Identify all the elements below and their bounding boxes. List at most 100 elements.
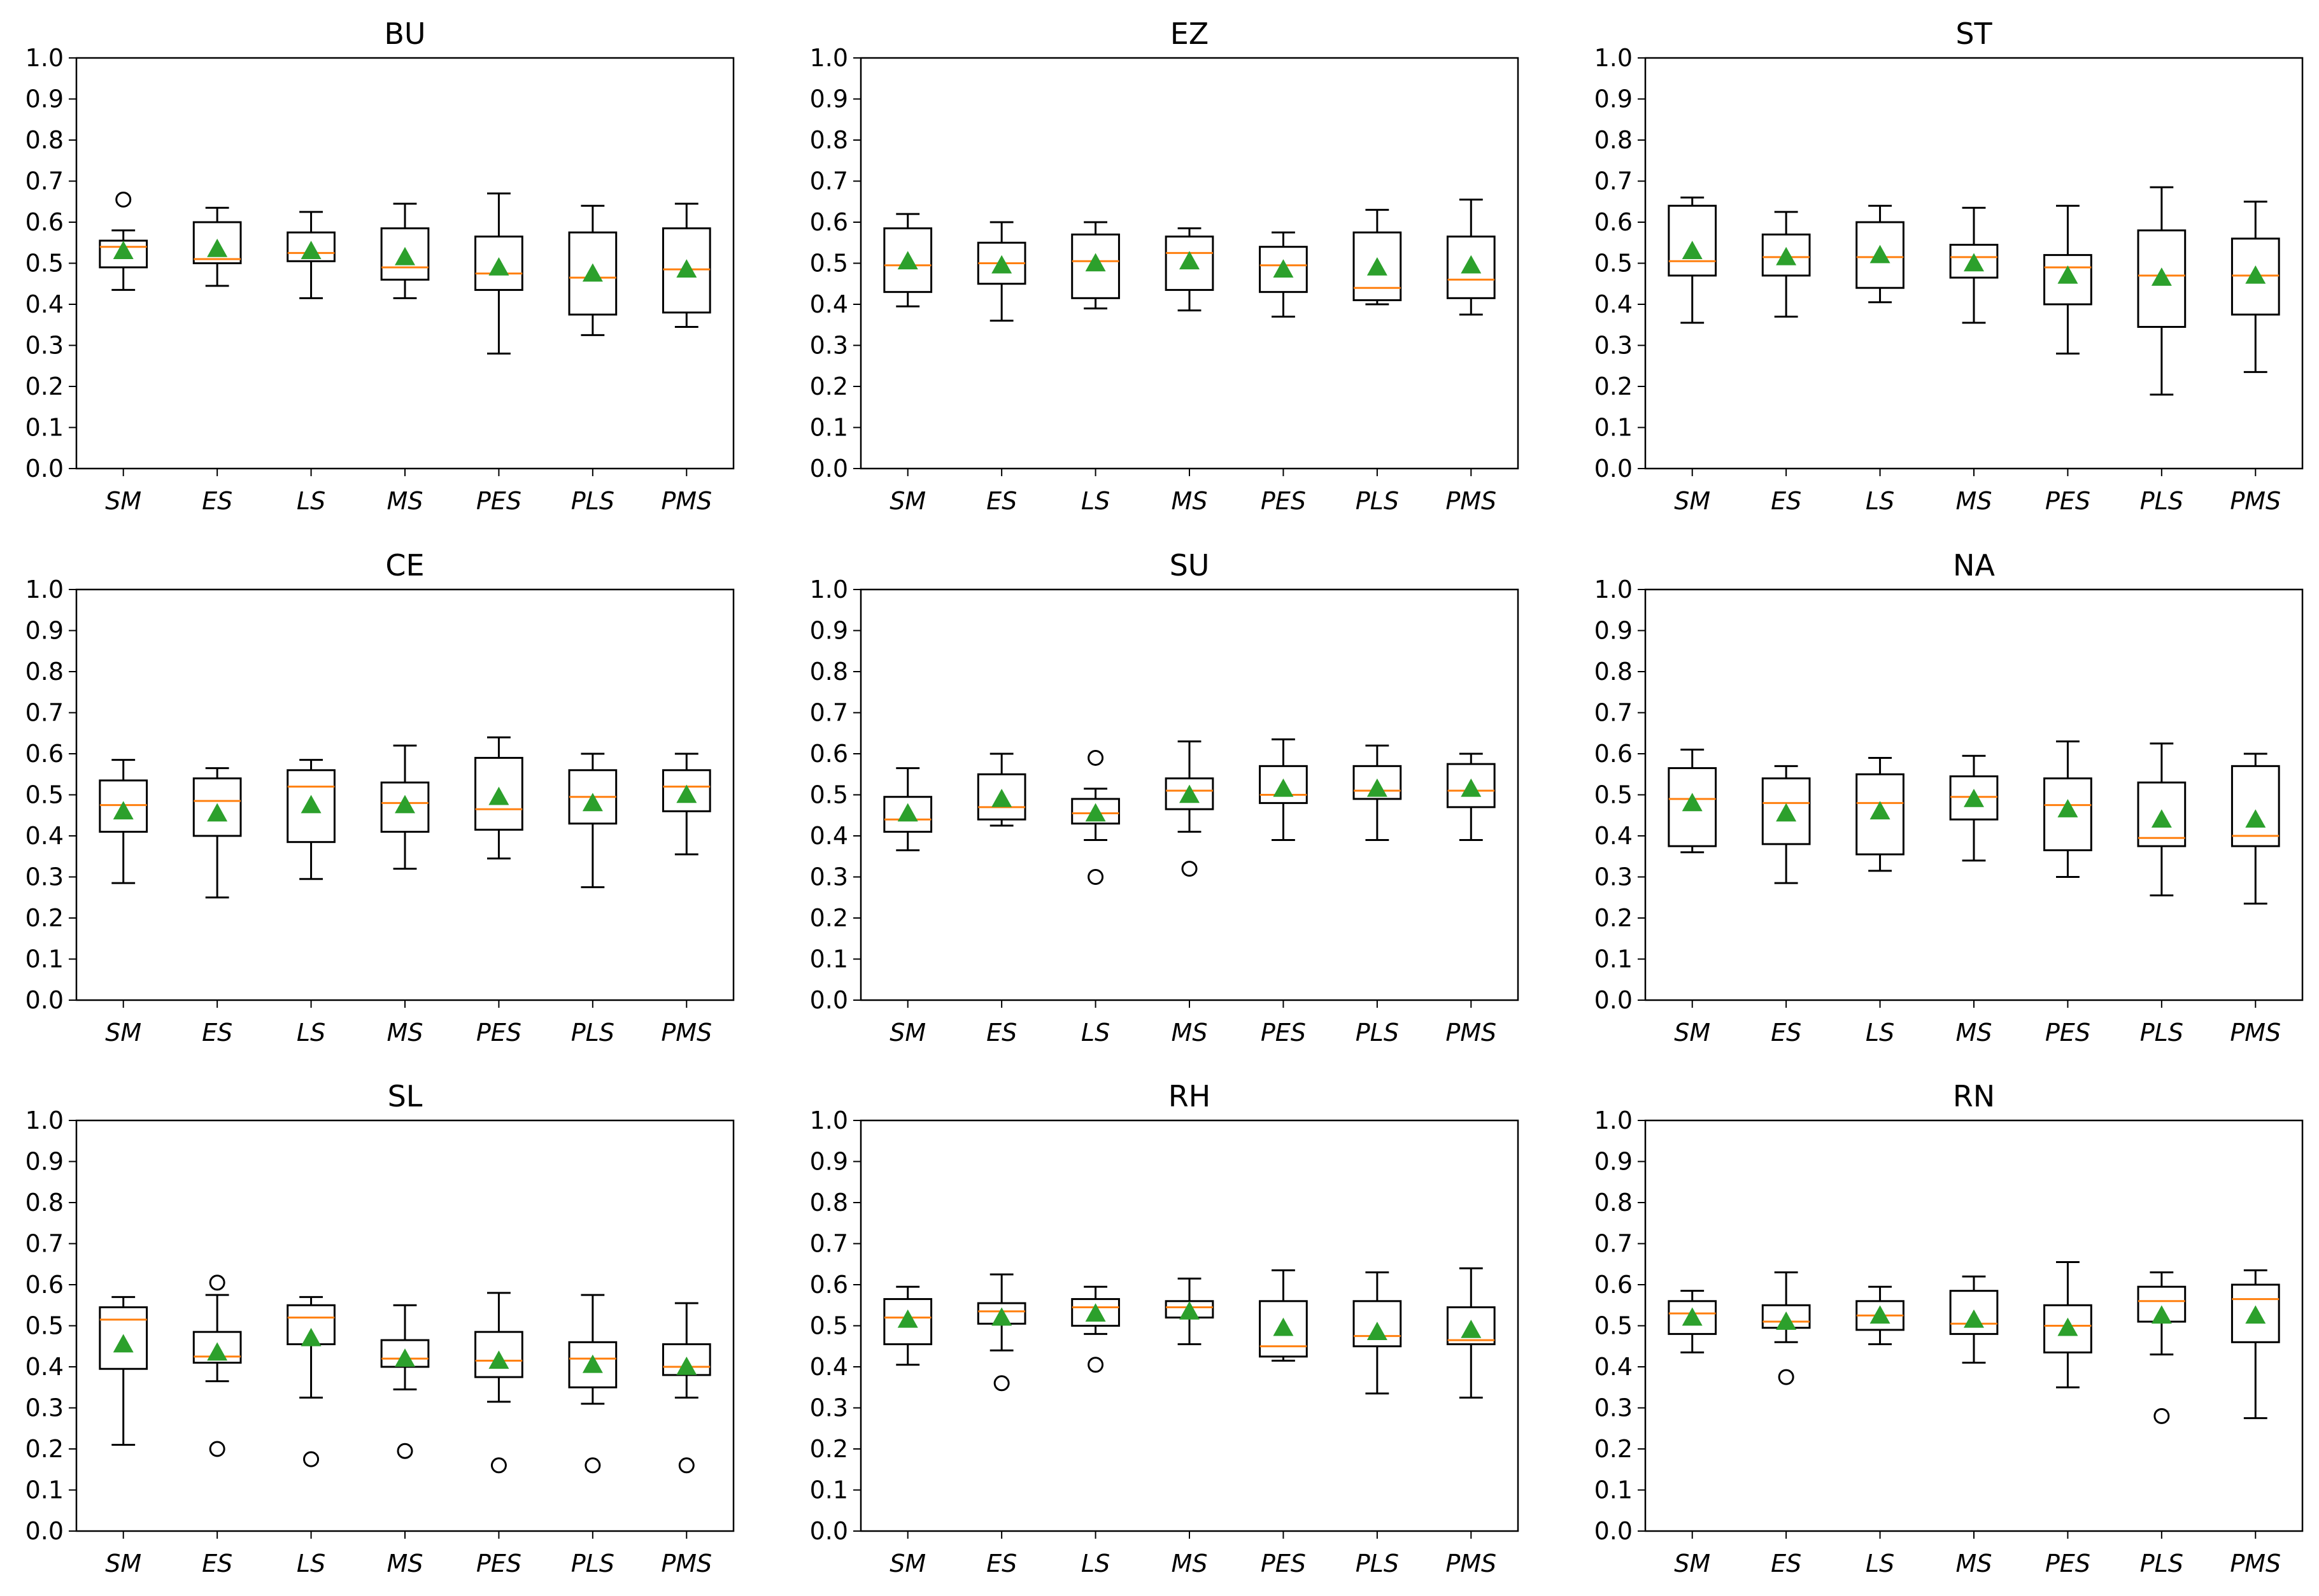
y-tick-label: 0.5 xyxy=(810,1312,848,1340)
mean-marker xyxy=(2245,1305,2266,1324)
iqr-box xyxy=(2230,1283,2280,1343)
box-sm xyxy=(1668,749,1717,854)
outlier-point xyxy=(1088,749,1104,766)
mean-marker xyxy=(1461,778,1482,797)
iqr-box xyxy=(662,227,711,314)
x-tick-label: PMS xyxy=(661,1019,712,1047)
box-pes xyxy=(1259,1269,1308,1362)
x-tick-label: LS xyxy=(1866,1550,1894,1578)
box-sm xyxy=(99,192,148,291)
x-tick-label: PLS xyxy=(1356,487,1399,515)
mean-marker xyxy=(1179,251,1200,270)
y-tick-label: 0.8 xyxy=(1594,126,1633,154)
y-tick-label: 0.3 xyxy=(810,863,848,891)
iqr-box xyxy=(1855,221,1904,289)
y-tick-label: 0.9 xyxy=(1594,1148,1633,1176)
y-tick-label: 0.8 xyxy=(810,658,848,686)
y-tick-label: 0.1 xyxy=(25,945,64,973)
y-tick-label: 0.9 xyxy=(25,617,64,645)
outlier-point xyxy=(585,1457,601,1474)
box-ms xyxy=(1165,1277,1214,1346)
axes-frame xyxy=(75,57,735,470)
x-tick-label: PES xyxy=(1261,1550,1306,1578)
iqr-box xyxy=(1949,243,1999,279)
x-tick-label: ES xyxy=(202,1550,232,1578)
y-tick-label: 0.1 xyxy=(25,414,64,442)
panel-title: RN xyxy=(1953,1079,1995,1113)
y-tick-label: 0.6 xyxy=(25,208,64,236)
y-tick-label: 0.4 xyxy=(25,290,64,318)
x-tick-label: ES xyxy=(1771,1550,1801,1578)
box-pms xyxy=(1446,199,1496,316)
panel-rh: RH 0.0 0.1 0.2 0.3 0.4 0.5 0.6 0.7 0.8 0.9 1.0 SM ES L… xyxy=(810,1079,1519,1578)
box-pls xyxy=(1352,209,1402,306)
box-pls xyxy=(1352,1271,1402,1395)
y-tick-label: 0.1 xyxy=(1594,945,1633,973)
mean-marker xyxy=(301,241,322,259)
box-pms xyxy=(2230,201,2280,373)
box-sm xyxy=(1668,1290,1717,1353)
iqr-box xyxy=(1446,1306,1496,1346)
y-tick-label: 0.2 xyxy=(25,372,64,400)
y-tick-label: 0.2 xyxy=(810,1435,848,1463)
y-tick-label: 0.1 xyxy=(810,414,848,442)
x-tick-label: SM xyxy=(105,487,141,515)
x-tick-label: LS xyxy=(1081,487,1110,515)
x-tick-label: MS xyxy=(387,487,423,515)
mean-marker xyxy=(1964,788,1984,807)
mean-marker xyxy=(207,238,228,257)
iqr-box xyxy=(287,769,336,844)
box-es xyxy=(1761,211,1811,318)
y-tick-label: 1.0 xyxy=(1594,576,1633,604)
mean-marker xyxy=(1085,1303,1106,1322)
y-tick-label: 0.7 xyxy=(1594,699,1633,727)
y-tick-label: 0.3 xyxy=(1594,863,1633,891)
box-pes xyxy=(2043,740,2092,878)
mean-marker xyxy=(991,788,1012,807)
iqr-box xyxy=(977,773,1026,821)
mean-marker xyxy=(582,1354,603,1373)
iqr-box xyxy=(2137,229,2187,328)
x-tick-label: PMS xyxy=(1445,1550,1496,1578)
mean-marker xyxy=(113,241,134,259)
y-tick-label: 0.0 xyxy=(1594,1517,1633,1545)
y-tick-label: 0.8 xyxy=(1594,1189,1633,1217)
y-tick-label: 0.1 xyxy=(25,1476,64,1504)
y-tick-label: 0.1 xyxy=(1594,1476,1633,1504)
x-tick-label: SM xyxy=(890,487,926,515)
mean-marker xyxy=(1366,778,1387,797)
box-pls xyxy=(2137,186,2187,396)
box-es xyxy=(977,1273,1026,1392)
box-ls xyxy=(1855,1285,1904,1346)
outlier-point xyxy=(397,1443,413,1459)
y-tick-label: 0.8 xyxy=(810,1189,848,1217)
axes-frame xyxy=(75,588,735,1001)
box-pms xyxy=(1446,1267,1496,1399)
x-tick-label: ES xyxy=(986,1019,1017,1047)
mean-marker xyxy=(1682,1307,1703,1326)
box-es xyxy=(1761,765,1811,884)
box-sm xyxy=(883,767,933,852)
mean-marker xyxy=(1179,1301,1200,1320)
iqr-box xyxy=(1165,777,1214,810)
outlier-point xyxy=(1778,1369,1794,1385)
x-tick-label: ES xyxy=(202,1019,232,1047)
mean-marker xyxy=(207,803,228,822)
y-tick-label: 0.9 xyxy=(1594,617,1633,645)
y-tick-label: 0.4 xyxy=(25,1353,64,1381)
mean-marker xyxy=(395,1348,415,1367)
y-tick-label: 0.8 xyxy=(810,126,848,154)
x-tick-label: ES xyxy=(1771,1019,1801,1047)
x-tick-label: PES xyxy=(1261,1019,1306,1047)
mean-marker xyxy=(991,1307,1012,1326)
mean-marker xyxy=(301,1327,322,1346)
y-tick-label: 0.5 xyxy=(1594,1312,1633,1340)
iqr-box xyxy=(1668,767,1717,847)
x-tick-label: ES xyxy=(1771,487,1801,515)
x-tick-label: LS xyxy=(1081,1550,1110,1578)
y-tick-label: 0.0 xyxy=(810,986,848,1014)
mean-marker xyxy=(1273,1317,1294,1336)
y-tick-label: 0.8 xyxy=(25,1189,64,1217)
iqr-box xyxy=(1165,236,1214,291)
mean-marker xyxy=(2057,799,2078,817)
